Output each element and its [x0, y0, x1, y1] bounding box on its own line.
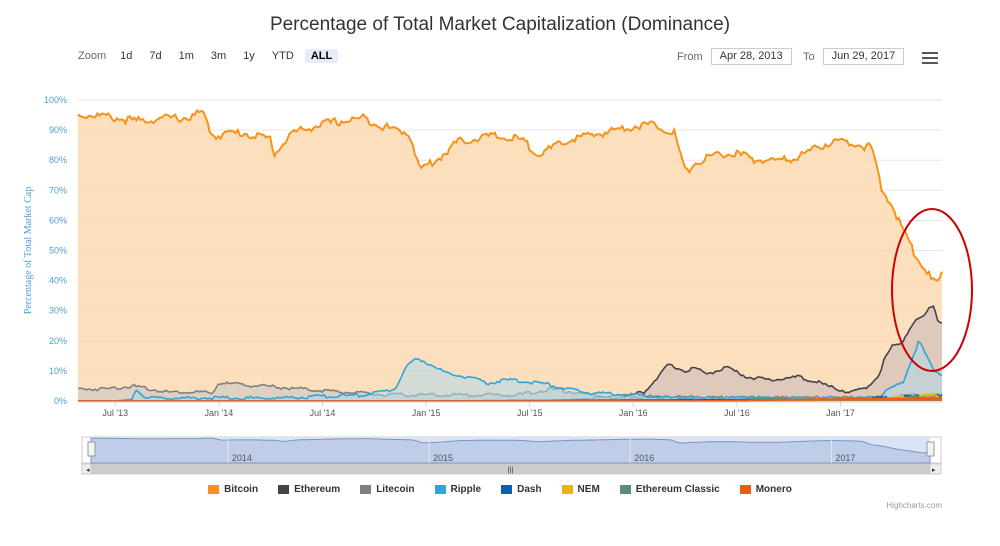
range-from-input[interactable]: Apr 28, 2013 — [710, 48, 792, 65]
navigator-year-label: 2014 — [232, 453, 252, 463]
range-from: From Apr 28, 2013 — [677, 48, 792, 65]
legend-item-dash[interactable]: Dash — [501, 484, 542, 495]
zoom-button-all[interactable]: ALL — [304, 49, 339, 63]
legend-swatch — [619, 485, 631, 494]
y-tick-label: 60% — [49, 215, 67, 225]
zoom-button-1d[interactable]: 1d — [120, 50, 133, 62]
range-from-label: From — [677, 50, 703, 63]
y-tick-label: 100% — [44, 95, 67, 105]
x-tick-label: Jan '17 — [826, 408, 855, 418]
legend-swatch — [208, 485, 220, 494]
x-tick-label: Jul '16 — [724, 408, 750, 418]
navigator-year-label: 2017 — [835, 453, 855, 463]
y-tick-label: 10% — [49, 366, 67, 376]
legend-label: Litecoin — [376, 484, 415, 495]
legend-item-nem[interactable]: NEM — [561, 484, 600, 495]
legend-label: Bitcoin — [224, 484, 259, 495]
x-tick-label: Jan '16 — [619, 408, 648, 418]
navigator-series — [90, 437, 931, 464]
series-area — [78, 306, 942, 401]
y-tick-label: 0% — [54, 396, 67, 406]
y-tick-label: 30% — [49, 306, 67, 316]
legend-item-monero[interactable]: Monero — [739, 484, 792, 495]
y-tick-label: 80% — [49, 155, 67, 165]
y-tick-label: 90% — [49, 125, 67, 135]
legend-swatch — [561, 485, 573, 494]
series-ripple — [78, 340, 942, 402]
series-line — [78, 397, 942, 402]
scrollbar-grip-icon: ||| — [508, 467, 514, 474]
y-tick-label: 50% — [49, 246, 67, 256]
legend-item-ethereum-classic[interactable]: Ethereum Classic — [619, 484, 720, 495]
legend-label: Ripple — [450, 484, 482, 495]
legend-item-bitcoin[interactable]: Bitcoin — [208, 484, 258, 495]
chart-title: Percentage of Total Market Capitalizatio… — [269, 14, 731, 35]
y-tick-label: 40% — [49, 276, 67, 286]
credit-link[interactable]: Highcharts.com — [886, 501, 942, 510]
zoom-button-1y[interactable]: 1y — [243, 50, 255, 62]
range-to: To Jun 29, 2017 — [803, 48, 905, 65]
legend-label: Ethereum — [294, 484, 341, 495]
range-to-input[interactable]: Jun 29, 2017 — [822, 48, 905, 65]
legend-item-ethereum[interactable]: Ethereum — [278, 484, 340, 495]
legend-swatch — [434, 485, 446, 494]
annotation-ellipse — [891, 208, 973, 372]
legend-label: Dash — [517, 484, 542, 495]
x-tick-label: Jul '15 — [517, 408, 543, 418]
y-tick-label: 70% — [49, 185, 67, 195]
legend-label: Monero — [755, 484, 792, 495]
zoom-button-3m[interactable]: 3m — [210, 50, 227, 62]
x-tick-label: Jan '14 — [205, 408, 234, 418]
zoom-label: Zoom — [78, 50, 107, 62]
legend-item-litecoin[interactable]: Litecoin — [360, 484, 415, 495]
navigator-year-label: 2016 — [634, 453, 654, 463]
navigator-year-label: 2015 — [433, 453, 453, 463]
series-bitcoin — [77, 108, 943, 401]
legend-label: NEM — [577, 484, 600, 495]
series-monero — [78, 397, 942, 402]
y-tick-label: 20% — [49, 336, 67, 346]
x-tick-label: Jul '14 — [310, 408, 336, 418]
zoom-button-7d[interactable]: 7d — [149, 50, 162, 62]
legend-swatch — [501, 485, 513, 494]
series-area — [78, 110, 942, 401]
range-to-label: To — [803, 50, 815, 63]
zoom-bar: Zoom 1d 7d 1m 3m 1y YTD ALL — [78, 48, 343, 64]
zoom-button-ytd[interactable]: YTD — [271, 50, 294, 62]
legend-swatch — [360, 485, 372, 494]
x-tick-label: Jul '13 — [102, 408, 128, 418]
scroll-right-arrow-icon[interactable]: ▸ — [932, 467, 936, 474]
zoom-button-1m[interactable]: 1m — [178, 50, 194, 62]
hamburger-menu-icon[interactable] — [922, 52, 938, 64]
navigator-handle-left[interactable] — [87, 441, 96, 457]
x-tick-label: Jan '15 — [412, 408, 441, 418]
legend-label: Ethereum Classic — [635, 484, 720, 495]
legend: Bitcoin Ethereum Litecoin Ripple Dash NEM Ethe… — [0, 484, 1000, 495]
scrollbar-thumb[interactable] — [90, 463, 931, 475]
series-area — [78, 341, 942, 401]
legend-swatch — [739, 485, 751, 494]
legend-swatch — [278, 485, 290, 494]
y-axis-title: Percentage of Total Market Cap — [23, 187, 34, 314]
series-area — [78, 382, 942, 401]
legend-item-ripple[interactable]: Ripple — [434, 484, 482, 495]
navigator-handle-right[interactable] — [926, 441, 935, 457]
scroll-left-arrow-icon[interactable]: ◂ — [86, 467, 90, 474]
series-line — [77, 108, 943, 282]
series-line — [78, 340, 942, 402]
